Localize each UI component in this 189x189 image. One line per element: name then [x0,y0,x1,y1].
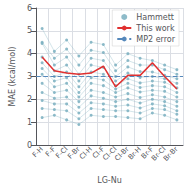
svg-text:F-Cl: F-Cl [54,145,70,161]
svg-text:F-F: F-F [44,145,58,159]
svg-text:6: 6 [27,4,32,13]
svg-text:Cl-Br: Cl-Br [113,145,131,163]
svg-text:Br-H: Br-H [126,145,143,162]
svg-text:F-Br: F-Br [66,145,82,161]
svg-text:2: 2 [27,95,32,104]
svg-text:Hammett: Hammett [136,13,174,22]
svg-text:Cl-H: Cl-H [78,145,94,162]
svg-text:MAE (kcal/mol): MAE (kcal/mol) [8,47,17,107]
svg-text:MP2 error: MP2 error [136,35,175,44]
svg-text:0: 0 [27,141,32,150]
svg-text:This work: This work [135,24,175,33]
svg-text:LG-Nu: LG-Nu [97,176,122,185]
svg-text:Cl-Cl: Cl-Cl [101,145,119,163]
svg-text:F-H: F-H [31,145,45,159]
svg-text:5: 5 [27,26,32,35]
svg-text:Cl-F: Cl-F [91,145,107,161]
svg-text:4: 4 [27,49,32,58]
svg-text:Br-Br: Br-Br [162,145,180,163]
svg-text:Br-F: Br-F [139,145,156,161]
svg-text:1: 1 [27,118,32,127]
svg-text:Br-Cl: Br-Cl [150,145,168,163]
svg-text:3: 3 [27,72,32,81]
